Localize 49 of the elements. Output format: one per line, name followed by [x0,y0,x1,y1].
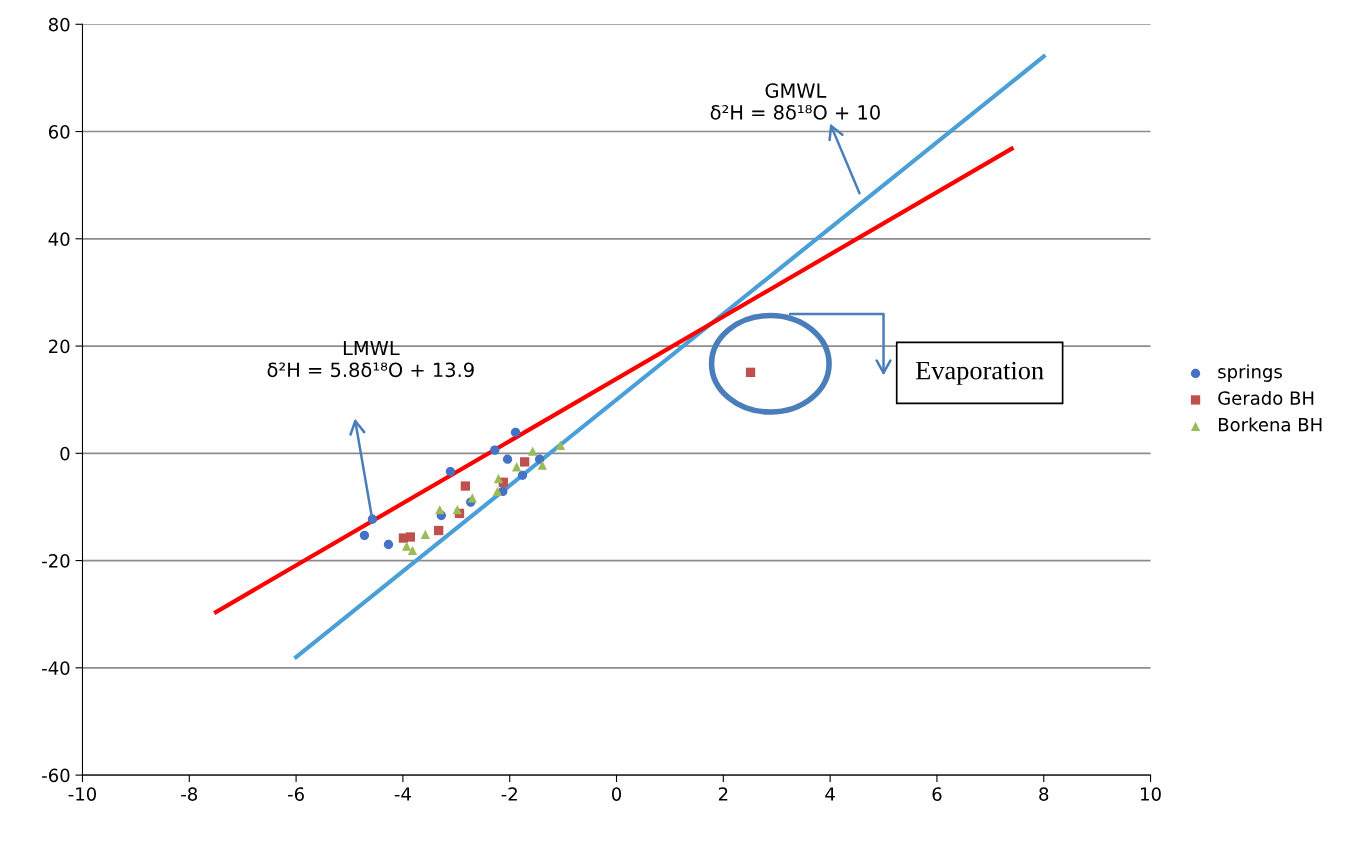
point [359,530,370,541]
y-tick-label: -20 [42,554,70,568]
point [492,486,503,497]
point [407,545,418,556]
x-tick-label: 2 [718,787,728,801]
point [383,539,394,550]
point [445,466,456,477]
point [434,525,444,536]
y-tick-label: -60 [42,768,70,783]
point [517,470,528,480]
point [490,445,500,455]
point [452,504,463,515]
point [460,481,471,491]
legend-label: Borkena BH [1218,417,1322,432]
y-tick-label: 60 [48,125,70,139]
x-tick-label: -4 [394,787,411,801]
x-tick-label: -10 [68,787,97,801]
point [420,529,430,539]
x-tick-label: -8 [181,787,198,801]
point [435,504,445,515]
annotation: LMWL δ²H = 5.8δ¹⁸O + 13.9 [267,340,474,378]
point [502,454,513,464]
point [401,541,412,551]
point [493,473,504,484]
point [511,462,522,472]
point [405,532,416,542]
point [534,454,545,464]
point [510,427,521,438]
point [520,457,530,467]
x-tick-label: 0 [611,787,622,801]
x-tick-label: 6 [932,787,942,801]
y-tick-label: -40 [42,661,70,675]
annotation: GMWL δ²H = 8δ¹⁸O + 10 [710,83,880,120]
y-tick-label: 20 [49,339,70,354]
point [745,367,756,377]
point [528,446,538,456]
annotation: Evaporation [915,361,1044,385]
x-tick-label: -6 [287,787,304,801]
y-tick-label: 80 [48,17,70,32]
y-tick-label: 40 [48,232,70,246]
legend-label: springs [1218,364,1282,382]
point [555,440,566,450]
x-tick-label: 4 [825,787,835,801]
legend-label: Gerado BH [1218,390,1314,405]
y-tick-label: 0 [60,446,70,461]
point [537,460,547,470]
x-tick-label: 10 [1141,787,1161,801]
x-tick-label: 8 [1039,787,1049,801]
x-tick-label: -2 [501,787,517,801]
